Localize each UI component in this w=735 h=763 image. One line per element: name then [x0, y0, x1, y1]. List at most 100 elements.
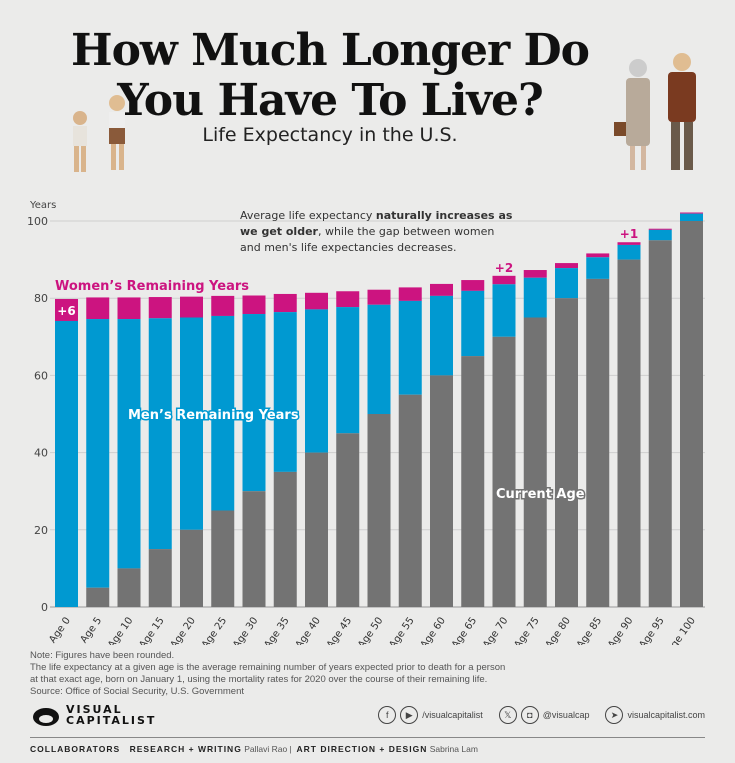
bar-women-age-30 — [242, 295, 266, 315]
bar-men-age-30 — [242, 314, 266, 492]
notes: Note: Figures have been rounded. The lif… — [30, 650, 505, 698]
bar-women-age-40 — [305, 292, 328, 310]
bar-men-age-90 — [617, 244, 641, 260]
bar-men-age-85 — [586, 257, 610, 279]
bar-current-age-age-80 — [555, 298, 578, 607]
title-line-1: How Much Longer Do — [71, 25, 590, 76]
footer-divider — [30, 737, 705, 738]
bar-current-age-age-15 — [148, 549, 172, 607]
bar-current-age-age-10 — [117, 568, 141, 607]
x-tick-label: Age 5 — [79, 615, 105, 645]
bar-women-age-20 — [180, 296, 203, 318]
logo-line-1: VISUAL — [66, 703, 123, 716]
bar-women-age-50 — [367, 289, 391, 305]
art-name: Sabrina Lam — [429, 744, 478, 754]
bar-current-age-age-30 — [242, 491, 266, 607]
title-line-2: You Have To Live? — [117, 75, 544, 126]
bar-women-age-0 — [55, 298, 78, 321]
bar-women-age-5 — [86, 297, 110, 320]
gap-label: +2 — [495, 261, 513, 275]
x-tick-label: Age 85 — [575, 615, 604, 645]
collaborators: COLLABORATORS RESEARCH + WRITING Pallavi… — [30, 744, 478, 754]
annotation-pre: Average life expectancy — [240, 209, 376, 222]
x-tick-label: Age 15 — [137, 615, 166, 645]
x-tick-label: Age 75 — [512, 615, 541, 645]
y-tick-label: 40 — [34, 447, 48, 460]
y-tick-label: 80 — [34, 292, 48, 305]
x-tick-label: Age 40 — [294, 615, 323, 645]
x-tick-label: Age 95 — [637, 615, 666, 645]
bar-men-age-75 — [523, 277, 547, 318]
annotation-post-1: , while the gap between women — [318, 225, 494, 238]
bar-current-age-age-100 — [680, 221, 703, 607]
chart-annotation: Average life expectancy naturally increa… — [240, 209, 516, 254]
x-twitter-icon[interactable]: 𝕏 — [498, 706, 517, 724]
bar-men-age-65 — [461, 290, 485, 357]
y-tick-label: 100 — [27, 215, 48, 228]
x-tick-label: Age 80 — [544, 615, 573, 645]
youtube-icon[interactable]: ▶ — [400, 706, 419, 724]
bar-men-age-5 — [86, 319, 110, 588]
bar-current-age-age-55 — [398, 394, 422, 607]
x-tick-label: Age 45 — [325, 615, 354, 645]
bar-women-age-25 — [211, 295, 235, 316]
x-tick-label: Age 55 — [387, 615, 416, 645]
y-tick-label: 0 — [41, 601, 48, 614]
bar-men-age-20 — [180, 317, 203, 530]
note-definition-2: at that exact age, born on January 1, us… — [30, 674, 488, 685]
facebook-icon[interactable]: f — [378, 706, 397, 724]
bar-women-age-90 — [617, 242, 641, 245]
instagram-icon[interactable]: ◘ — [520, 706, 539, 724]
bar-women-age-95 — [648, 228, 672, 230]
men-series-label: Men’s Remaining Years — [128, 408, 299, 423]
children-figures-illustration — [73, 95, 125, 172]
bar-women-age-85 — [586, 253, 610, 258]
annotation-bold: naturally increases as — [376, 209, 513, 222]
subtitle: Life Expectancy in the U.S. — [202, 124, 458, 146]
bar-current-age-age-50 — [367, 414, 391, 607]
bar-women-age-10 — [117, 297, 141, 320]
bar-women-age-75 — [523, 270, 547, 278]
bar-current-age-age-95 — [648, 240, 672, 608]
bar-men-age-80 — [555, 268, 578, 299]
bar-men-age-50 — [367, 304, 391, 414]
source: Source: Office of Social Security, U.S. … — [30, 686, 245, 697]
x-tick-label: Age 50 — [356, 615, 385, 645]
bar-current-age-age-40 — [305, 452, 328, 607]
website-link[interactable]: visualcapitalist.com — [627, 710, 705, 720]
bar-current-age-age-90 — [617, 259, 641, 607]
y-tick-label: 20 — [34, 524, 48, 537]
bar-men-age-60 — [430, 295, 453, 376]
x-tick-label: Age 60 — [419, 615, 448, 645]
cursor-icon[interactable]: ➤ — [605, 706, 624, 724]
women-series-label: Women’s Remaining Years — [55, 279, 249, 294]
bar-current-age-age-5 — [86, 587, 110, 607]
bar-women-age-15 — [148, 297, 172, 319]
bar-current-age-age-35 — [273, 471, 297, 607]
bar-women-age-100 — [680, 212, 703, 214]
elderly-figures-illustration — [614, 53, 696, 170]
x-tick-label: Age 0 — [47, 615, 73, 645]
bar-women-age-35 — [273, 293, 297, 313]
research-name: Pallavi Rao — [244, 744, 288, 754]
x-tick-label: Age 65 — [450, 615, 479, 645]
social-links: f ▶ /visualcapitalist 𝕏 ◘ @visualcap ➤ v… — [378, 706, 705, 724]
logo-mark-icon — [33, 708, 59, 726]
handle-visualcap[interactable]: @visualcap — [542, 710, 590, 720]
bar-men-age-95 — [648, 229, 672, 241]
bar-current-age-age-45 — [336, 433, 360, 607]
bar-women-age-70 — [492, 275, 516, 285]
bar-men-age-25 — [211, 315, 235, 511]
visual-capitalist-logo: VISUAL CAPITALIST — [32, 703, 156, 727]
handle-visualcapitalist[interactable]: /visualcapitalist — [422, 710, 483, 720]
bar-women-age-65 — [461, 280, 485, 291]
bar-men-age-15 — [148, 318, 172, 550]
note-definition-1: The life expectancy at a given age is th… — [30, 662, 506, 673]
bar-current-age-age-60 — [430, 375, 453, 607]
bar-current-age-age-65 — [461, 356, 485, 607]
bar-men-age-10 — [117, 319, 141, 569]
gap-label: +6 — [57, 304, 75, 318]
bar-current-age-age-20 — [180, 529, 203, 607]
y-axis-label: Years — [29, 200, 56, 211]
